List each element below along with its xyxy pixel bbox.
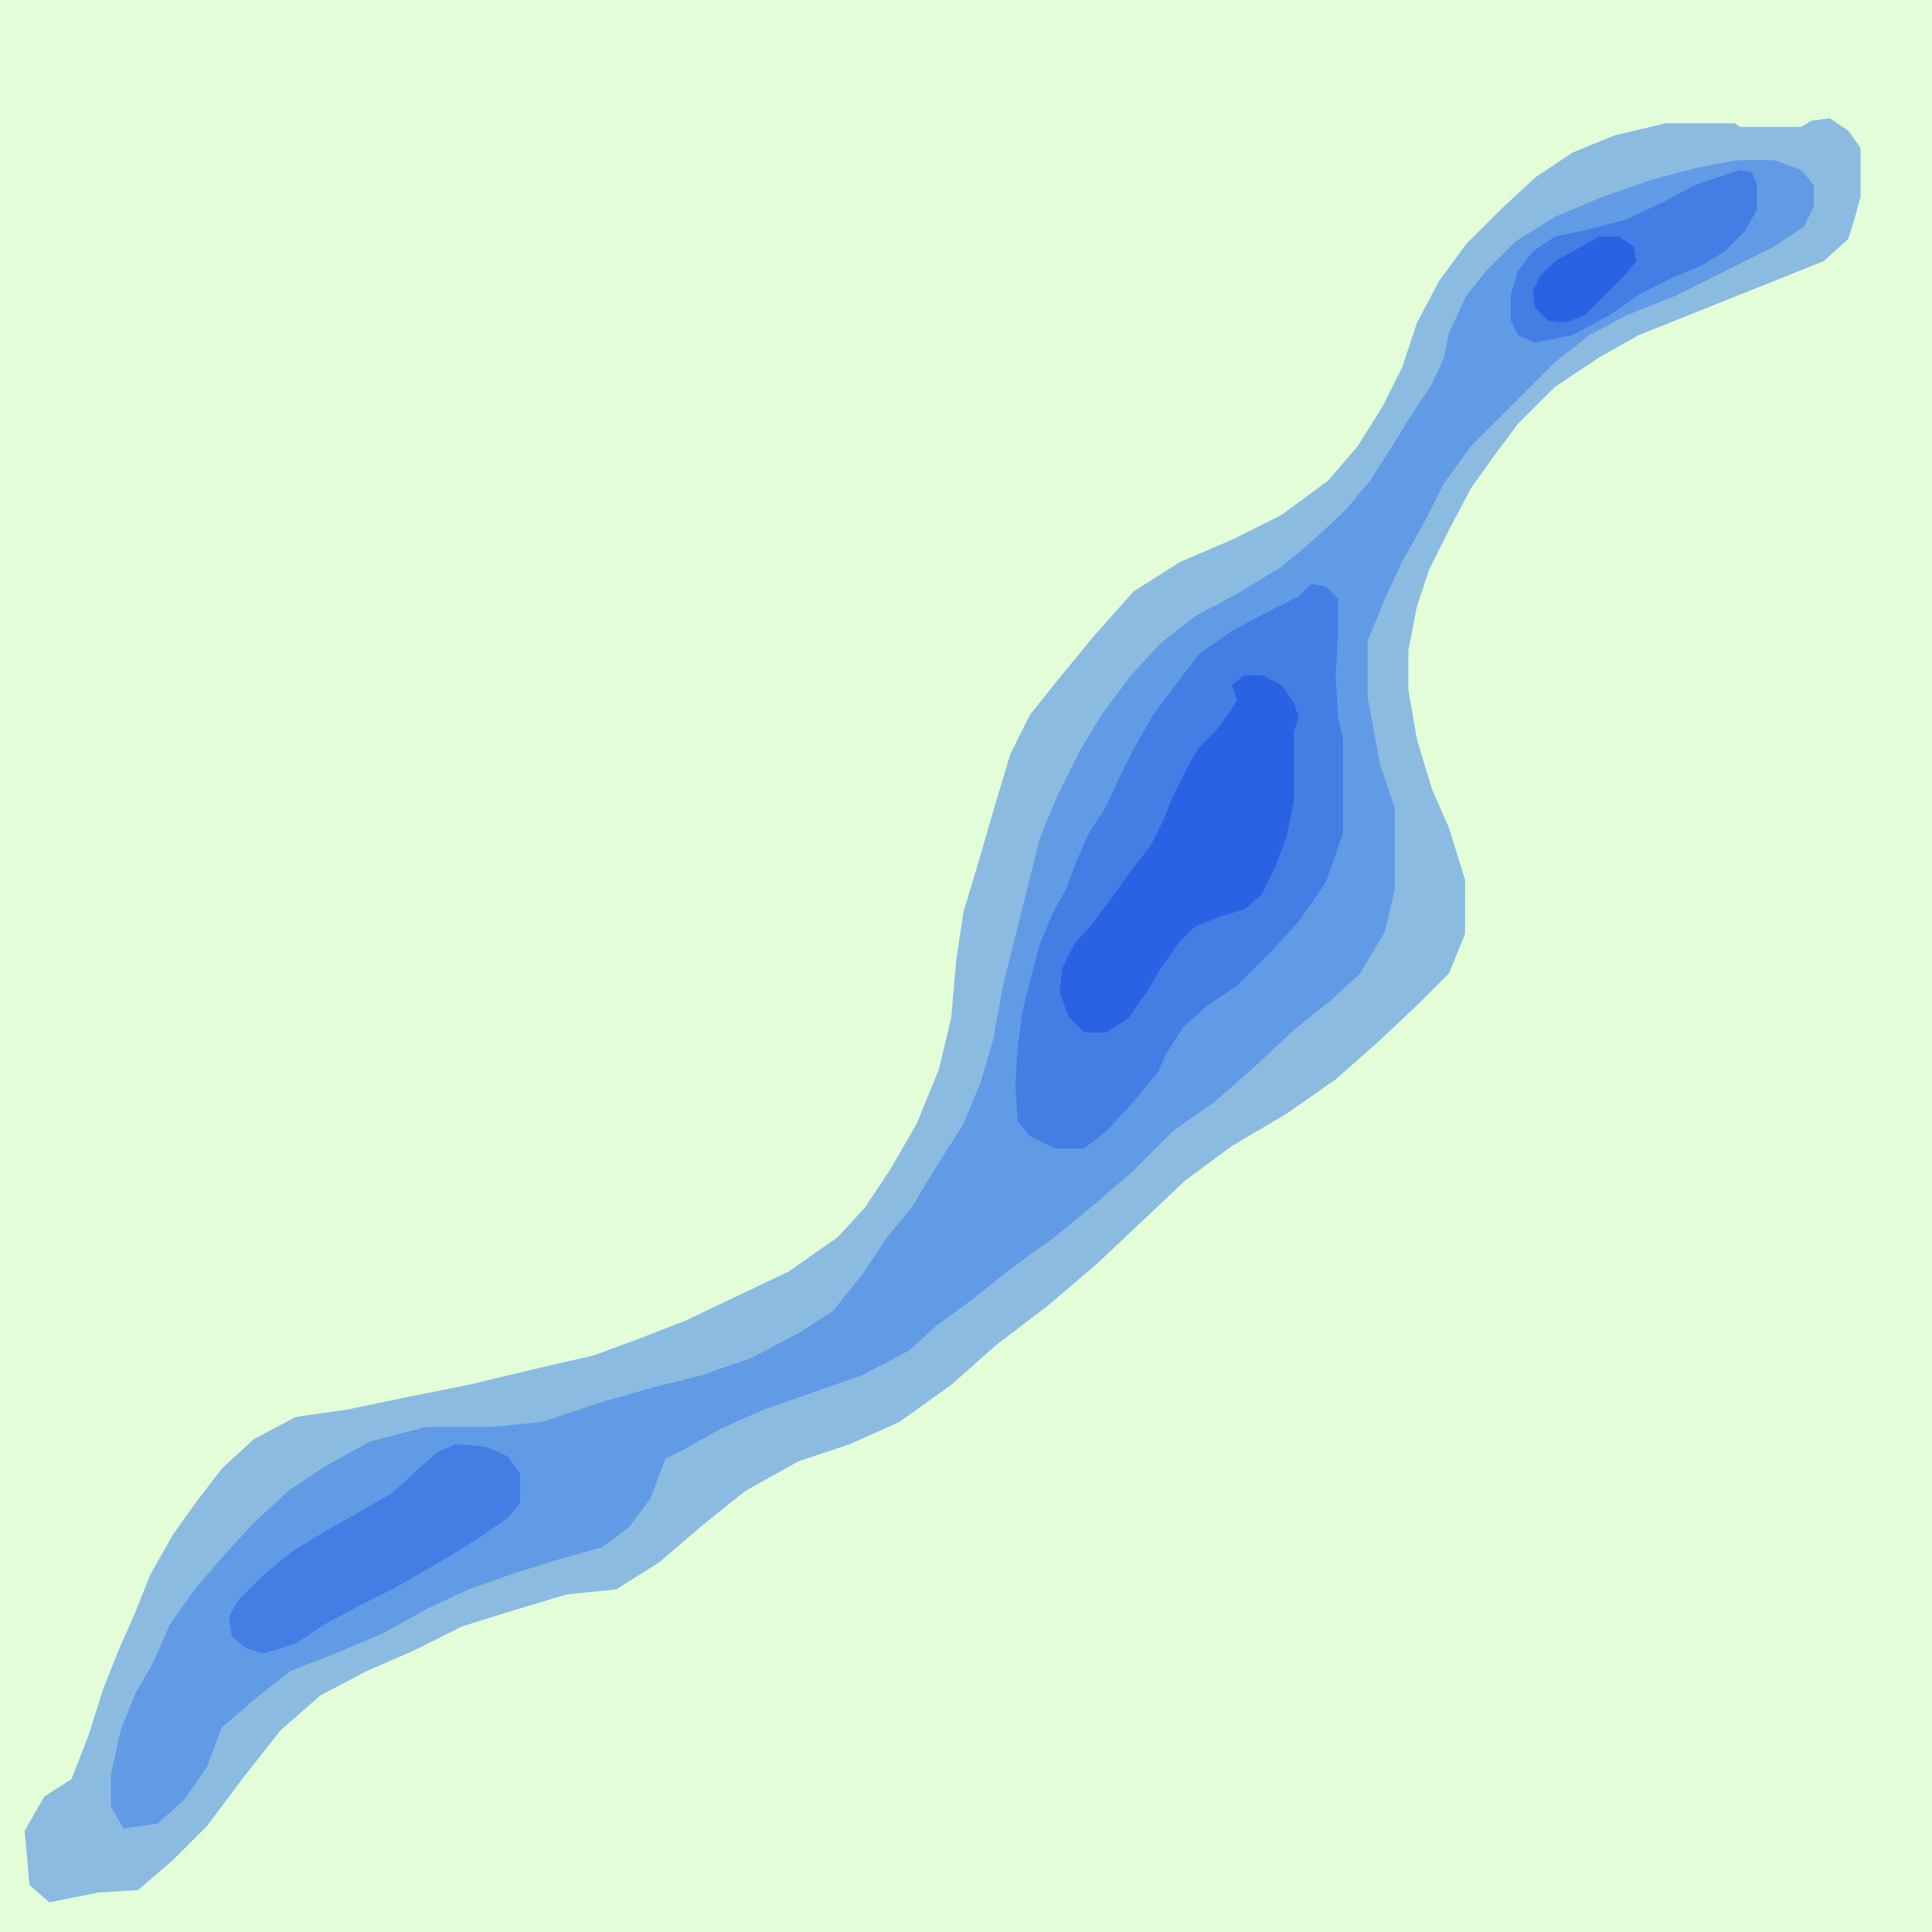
depth-band-2: [111, 160, 1814, 1829]
deep-pool-northeast: [1532, 236, 1637, 323]
depth-band-3-lower: [229, 1444, 520, 1654]
deep-pool-central: [1059, 675, 1299, 1033]
